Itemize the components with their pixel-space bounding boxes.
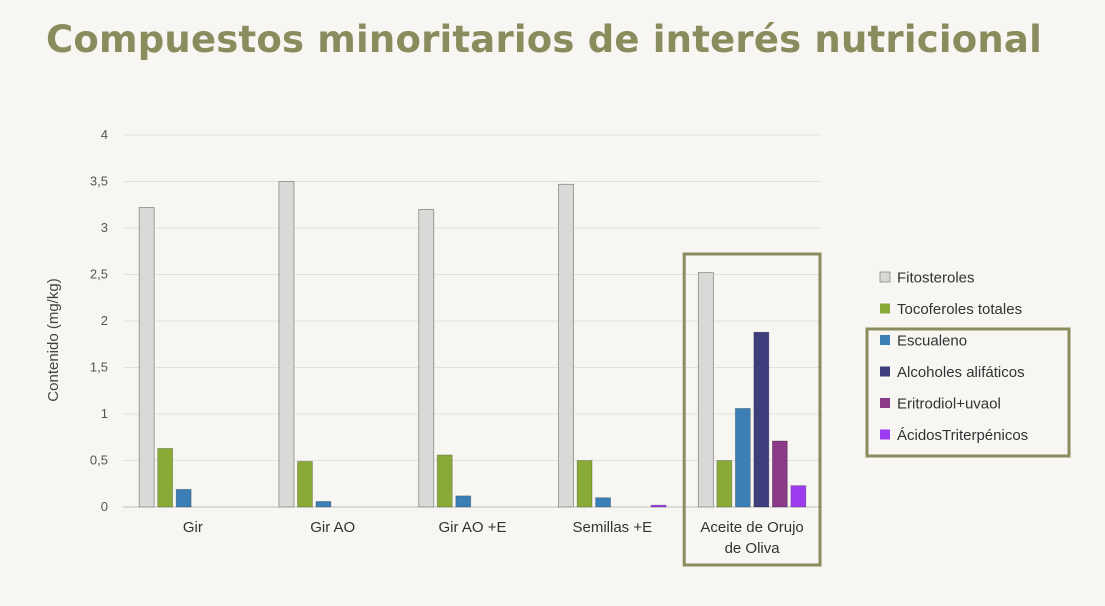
bar [576,460,593,508]
page-title: Compuestos minoritarios de interés nutri… [46,18,1042,61]
legend-swatch [880,303,890,314]
legend-swatch [880,398,890,408]
chart-legend: Fitosteroles Tocoferoles totales Escualeno… [879,270,1028,444]
bar [558,183,574,508]
bar [771,440,788,508]
bar [297,461,313,508]
y-tick-label: 0 [101,499,108,514]
legend-label: Escualeno [897,333,967,350]
bar [753,331,770,508]
bar [315,501,332,508]
bar [716,460,733,508]
x-tick-label: Semillas +E [572,519,652,536]
x-tick-label: Gir AO [310,519,355,536]
x-tick-label: de Oliva [725,540,781,557]
legend-label: Tocoferoles totales [897,301,1022,318]
y-tick-label: 4 [101,127,108,142]
bar [138,207,155,508]
x-tick-label: Gir AO +E [439,519,507,536]
y-tick-label: 3 [101,220,108,235]
bar [697,272,714,508]
x-tick-label: Gir [183,519,203,536]
chart-grid [123,134,822,508]
legend-swatch [880,429,890,440]
legend-swatch [880,335,890,345]
y-axis-label: Contenido (mg/kg) [45,278,62,401]
bar [157,448,174,508]
legend-label: Eritrodiol+uvaol [897,396,1001,413]
bar [734,408,751,508]
y-tick-label: 2 [101,313,108,328]
legend-label: Fitosteroles [897,270,975,287]
y-tick-label: 1,5 [90,360,108,375]
y-tick-label: 0,5 [90,453,108,468]
bar [278,181,295,508]
legend-label: Alcoholes alifáticos [897,364,1025,381]
x-axis-ticks: Gir Gir AO Gir AO +E Semillas +E Aceite de O… [183,519,804,557]
category-highlight-box [682,252,822,567]
legend-label: ÁcidosTriterpénicos [897,427,1028,444]
y-tick-label: 2,5 [90,267,108,282]
highlight-boxes [682,252,1071,567]
x-tick-label: Aceite de Orujo [700,519,803,536]
bar [418,208,435,508]
legend-swatch [879,271,891,283]
legend-highlight-box [865,327,1071,458]
legend-swatch [880,366,890,377]
y-tick-label: 1 [101,406,108,421]
bar [595,497,611,508]
bar [175,488,192,508]
chart-bars [138,181,807,508]
y-tick-label: 3,5 [90,174,108,189]
bar [455,495,472,508]
bar [650,504,667,508]
y-axis-ticks: 0 0,5 1 1,5 2 2,5 3 3,5 4 [90,127,108,514]
bar [436,454,453,508]
bar [790,485,807,508]
